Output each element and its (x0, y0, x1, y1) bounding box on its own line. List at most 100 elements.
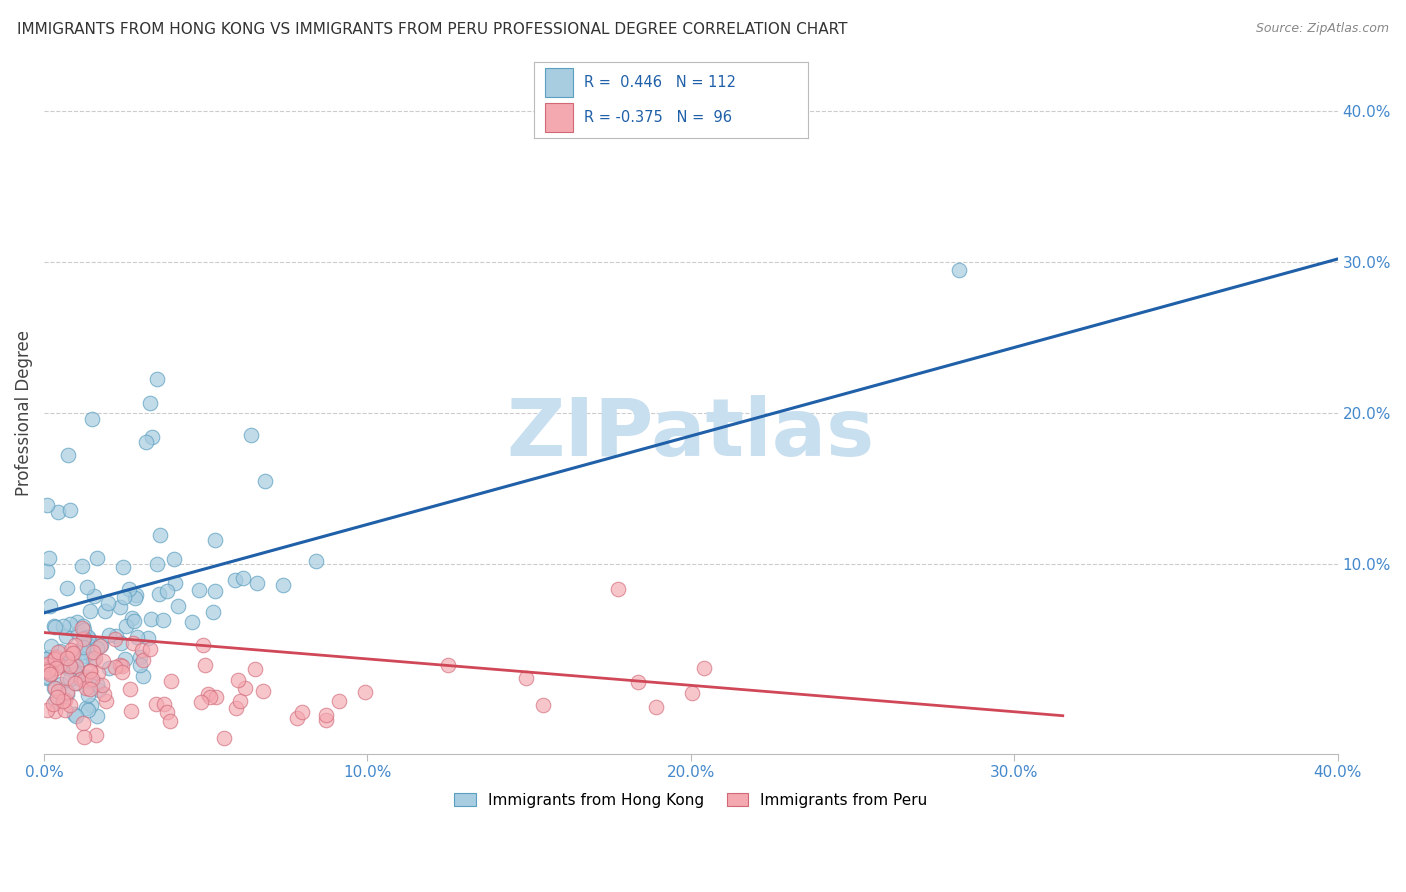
Immigrants from Hong Kong (76, 580, 98, 594)
Immigrants from Peru (226, 673, 249, 688)
Immigrants from Hong Kong (136, 631, 159, 645)
Immigrants from Peru (515, 671, 537, 685)
Immigrants from Hong Kong (77, 688, 100, 702)
Immigrants from Peru (197, 687, 219, 701)
Immigrants from Hong Kong (111, 560, 134, 574)
Immigrants from Peru (75, 681, 97, 695)
Immigrants from Peru (63, 638, 86, 652)
Immigrants from Hong Kong (58, 448, 80, 462)
Immigrants from Hong Kong (38, 599, 60, 613)
Immigrants from Hong Kong (254, 474, 277, 488)
Immigrants from Hong Kong (146, 557, 169, 571)
Immigrants from Hong Kong (83, 590, 105, 604)
Immigrants from Hong Kong (162, 552, 184, 566)
Immigrants from Hong Kong (93, 605, 115, 619)
Immigrants from Hong Kong (110, 599, 132, 614)
Immigrants from Hong Kong (65, 708, 87, 723)
Immigrants from Peru (214, 731, 236, 745)
Immigrants from Peru (93, 687, 115, 701)
Immigrants from Hong Kong (44, 619, 66, 633)
Immigrants from Peru (104, 660, 127, 674)
Immigrants from Peru (46, 690, 69, 704)
Y-axis label: Professional Degree: Professional Degree (15, 330, 32, 496)
Text: ZIPatlas: ZIPatlas (506, 394, 875, 473)
Immigrants from Peru (245, 662, 267, 676)
Immigrants from Hong Kong (98, 660, 121, 674)
Immigrants from Peru (194, 658, 217, 673)
Immigrants from Hong Kong (155, 583, 177, 598)
Immigrants from Hong Kong (204, 583, 226, 598)
Immigrants from Hong Kong (129, 649, 152, 664)
Immigrants from Hong Kong (76, 638, 98, 652)
Immigrants from Hong Kong (82, 412, 104, 426)
Immigrants from Peru (225, 701, 247, 715)
Immigrants from Hong Kong (204, 533, 226, 547)
Immigrants from Peru (145, 698, 167, 712)
Immigrants from Peru (120, 704, 142, 718)
Immigrants from Hong Kong (70, 645, 93, 659)
Immigrants from Peru (72, 632, 94, 646)
Immigrants from Peru (65, 659, 87, 673)
Immigrants from Hong Kong (124, 591, 146, 605)
Immigrants from Peru (82, 672, 104, 686)
Immigrants from Peru (681, 686, 703, 700)
Immigrants from Peru (108, 658, 131, 673)
Immigrants from Peru (315, 708, 337, 723)
Immigrants from Hong Kong (44, 619, 66, 633)
Immigrants from Hong Kong (135, 435, 157, 450)
Immigrants from Hong Kong (52, 619, 75, 633)
Immigrants from Hong Kong (77, 632, 100, 646)
Immigrants from Peru (79, 681, 101, 696)
Immigrants from Hong Kong (146, 372, 169, 386)
Immigrants from Hong Kong (56, 581, 79, 595)
Immigrants from Peru (205, 690, 228, 705)
Immigrants from Peru (59, 643, 82, 657)
Immigrants from Peru (111, 658, 134, 673)
Immigrants from Peru (37, 664, 59, 678)
Immigrants from Peru (44, 704, 66, 718)
Immigrants from Hong Kong (141, 430, 163, 444)
Immigrants from Peru (354, 685, 377, 699)
Immigrants from Hong Kong (37, 499, 59, 513)
Immigrants from Hong Kong (132, 669, 155, 683)
Immigrants from Hong Kong (125, 630, 148, 644)
Immigrants from Hong Kong (79, 604, 101, 618)
Immigrants from Hong Kong (76, 670, 98, 684)
Immigrants from Hong Kong (118, 582, 141, 596)
Immigrants from Peru (53, 692, 76, 706)
Immigrants from Hong Kong (97, 596, 120, 610)
Immigrants from Peru (73, 673, 96, 687)
Immigrants from Hong Kong (124, 588, 146, 602)
Text: R =  0.446   N = 112: R = 0.446 N = 112 (583, 75, 735, 90)
Immigrants from Peru (315, 714, 337, 728)
Immigrants from Hong Kong (38, 650, 60, 665)
Immigrants from Peru (160, 673, 183, 688)
Immigrants from Hong Kong (112, 591, 135, 605)
Immigrants from Hong Kong (152, 613, 174, 627)
Immigrants from Hong Kong (70, 559, 93, 574)
Immigrants from Hong Kong (73, 623, 96, 637)
Immigrants from Peru (122, 636, 145, 650)
Immigrants from Peru (62, 646, 84, 660)
Legend: Immigrants from Hong Kong, Immigrants from Peru: Immigrants from Hong Kong, Immigrants fr… (449, 787, 934, 814)
Immigrants from Peru (190, 695, 212, 709)
Immigrants from Peru (156, 705, 179, 719)
Immigrants from Peru (82, 645, 104, 659)
Immigrants from Hong Kong (139, 396, 162, 410)
Immigrants from Peru (48, 684, 70, 698)
Immigrants from Peru (606, 582, 628, 597)
Immigrants from Hong Kong (181, 615, 204, 629)
Immigrants from Hong Kong (37, 564, 59, 578)
Immigrants from Peru (59, 659, 82, 673)
Immigrants from Hong Kong (66, 615, 89, 629)
Immigrants from Peru (73, 730, 96, 744)
Immigrants from Hong Kong (86, 640, 108, 655)
Immigrants from Hong Kong (141, 612, 163, 626)
Immigrants from Peru (111, 665, 134, 680)
Immigrants from Peru (328, 694, 350, 708)
Immigrants from Hong Kong (271, 578, 294, 592)
Immigrants from Peru (45, 650, 67, 665)
Immigrants from Peru (39, 665, 62, 680)
FancyBboxPatch shape (546, 103, 572, 132)
Immigrants from Hong Kong (89, 682, 111, 697)
